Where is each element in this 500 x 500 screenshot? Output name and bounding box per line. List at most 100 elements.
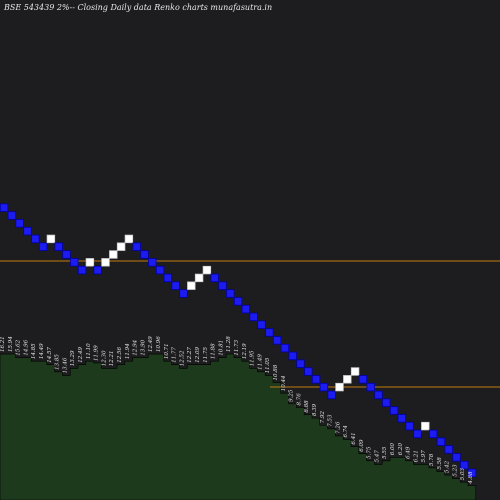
price-label: 13.85 xyxy=(55,354,61,370)
price-label: 5.58 xyxy=(437,457,443,470)
price-label: 12.52 xyxy=(179,350,185,366)
price-label: 14.57 xyxy=(47,346,53,362)
price-label: 6.21 xyxy=(413,450,419,462)
price-label: 5.47 xyxy=(374,450,380,463)
renko-down-brick xyxy=(218,281,227,290)
renko-down-brick xyxy=(132,242,141,251)
renko-down-brick xyxy=(288,351,297,361)
renko-down-brick xyxy=(23,226,32,236)
price-label: 12.49 xyxy=(148,336,154,352)
renko-down-brick xyxy=(163,273,173,283)
price-label: 10.96 xyxy=(156,336,162,352)
chart-title: BSE 543439 2%-- Closing Daily data Renko… xyxy=(4,3,273,12)
renko-down-brick xyxy=(296,359,305,368)
renko-up-brick xyxy=(124,234,134,244)
renko-down-brick xyxy=(140,250,149,259)
renko-up-brick xyxy=(46,234,56,244)
price-label: 11.05 xyxy=(265,357,271,373)
renko-down-brick xyxy=(179,289,188,298)
price-label: 11.94 xyxy=(125,343,131,359)
renko-down-brick xyxy=(93,265,102,275)
renko-up-brick xyxy=(343,375,352,384)
price-label: 10.88 xyxy=(273,364,279,380)
renko-down-brick xyxy=(374,390,383,400)
renko-down-brick xyxy=(319,382,329,392)
renko-up-brick xyxy=(335,382,344,392)
renko-down-brick xyxy=(77,265,87,275)
price-label: 11.49 xyxy=(257,354,263,370)
renko-down-brick xyxy=(366,382,375,392)
renko-down-brick xyxy=(311,375,321,384)
price-label: 11.99 xyxy=(94,345,100,361)
price-label: 4.88 xyxy=(468,471,474,485)
price-label: 15.94 xyxy=(8,336,14,352)
renko-down-brick xyxy=(15,219,24,228)
renko-down-brick xyxy=(70,258,79,267)
price-label: 6.49 xyxy=(406,446,412,459)
renko-up-brick xyxy=(202,265,212,275)
price-label: 11.75 xyxy=(203,346,209,362)
price-label: 5.55 xyxy=(382,446,388,459)
renko-down-brick xyxy=(241,304,251,314)
renko-down-brick xyxy=(397,414,407,423)
renko-down-brick xyxy=(444,445,453,454)
renko-down-brick xyxy=(327,390,336,400)
renko-down-brick xyxy=(31,234,40,244)
price-label: 10.71 xyxy=(164,343,170,359)
price-label: 5.78 xyxy=(429,453,435,466)
price-label: 7.26 xyxy=(335,421,341,434)
price-label: 8.76 xyxy=(296,393,302,406)
renko-down-brick xyxy=(62,250,71,259)
price-label: 7.92 xyxy=(320,410,326,423)
price-label: 9.25 xyxy=(289,389,295,402)
price-label: 12.09 xyxy=(195,346,201,362)
renko-up-brick xyxy=(187,281,196,290)
renko-down-brick xyxy=(38,242,48,251)
price-label: 5.03 xyxy=(460,467,466,480)
renko-down-brick xyxy=(272,336,282,345)
renko-down-brick xyxy=(413,429,422,439)
renko-down-brick xyxy=(226,289,235,298)
volume-area xyxy=(0,353,477,500)
price-label: 6.09 xyxy=(359,439,365,452)
price-label: 5.97 xyxy=(421,450,427,463)
price-label: 12.27 xyxy=(187,346,193,362)
renko-up-brick xyxy=(350,367,360,376)
renko-up-brick xyxy=(421,421,430,431)
price-label: 6.00 xyxy=(390,443,396,456)
renko-down-brick xyxy=(257,320,266,329)
price-label: 13.46 xyxy=(62,357,68,373)
price-label: 13.29 xyxy=(70,350,76,366)
price-label: 10.81 xyxy=(218,340,224,356)
price-label: 6.74 xyxy=(343,425,349,438)
renko-up-brick xyxy=(109,250,118,259)
price-label: 14.49 xyxy=(39,343,45,359)
price-label: 10.44 xyxy=(281,375,287,391)
renko-down-brick xyxy=(460,460,469,470)
price-label: 12.30 xyxy=(101,350,107,366)
renko-up-brick xyxy=(101,258,110,267)
price-label: 12.21 xyxy=(109,351,115,367)
renko-down-brick xyxy=(389,406,399,415)
renko-up-brick xyxy=(194,273,204,283)
renko-down-brick xyxy=(304,367,313,376)
price-label: 11.10 xyxy=(86,343,92,359)
renko-down-brick xyxy=(436,437,446,446)
renko-down-brick xyxy=(405,421,414,431)
renko-up-brick xyxy=(116,242,126,251)
price-label: 12.56 xyxy=(117,346,123,362)
price-label: 12.94 xyxy=(133,339,139,355)
renko-down-brick xyxy=(452,453,461,462)
renko-down-brick xyxy=(233,297,243,306)
price-label: 12.19 xyxy=(242,343,248,359)
renko-down-brick xyxy=(54,242,63,251)
price-label: 8.88 xyxy=(304,400,310,413)
price-label: 7.53 xyxy=(328,414,334,427)
renko-down-brick xyxy=(0,203,9,212)
renko-down-brick xyxy=(467,468,477,478)
renko-down-brick xyxy=(249,312,258,322)
price-label: 16.21 xyxy=(0,336,6,352)
price-label: 5.42 xyxy=(445,460,451,473)
